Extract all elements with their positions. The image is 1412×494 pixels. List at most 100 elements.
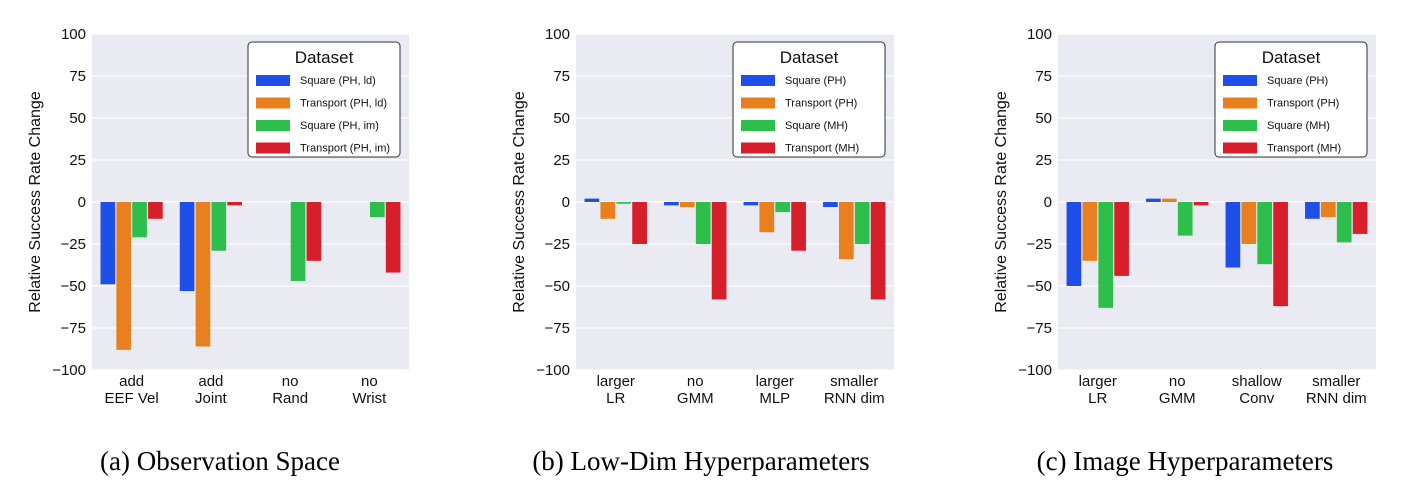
bar-3-4 bbox=[854, 202, 870, 244]
bar-3-2 bbox=[1177, 202, 1193, 236]
bar-3-2 bbox=[211, 202, 227, 251]
x-tick-label: LR bbox=[1088, 390, 1107, 407]
x-tick-label: larger bbox=[756, 373, 794, 390]
x-tick-label: larger bbox=[597, 373, 635, 390]
x-tick-label: RNN dim bbox=[1306, 390, 1367, 407]
bar-4-1 bbox=[1114, 202, 1129, 276]
y-tick-label: 25 bbox=[553, 152, 570, 169]
legend-entry: Square (PH, ld) bbox=[300, 75, 376, 87]
x-tick-label: MLP bbox=[759, 390, 790, 407]
x-tick-label: shallow bbox=[1232, 373, 1282, 390]
bar-3-1 bbox=[1098, 202, 1114, 308]
y-axis-label: Relative Success Rate Change bbox=[27, 91, 44, 313]
legend-title: Dataset bbox=[1262, 48, 1321, 67]
bar-3-2 bbox=[695, 202, 711, 244]
x-tick-label: Wrist bbox=[352, 390, 387, 407]
bar-2-4 bbox=[1320, 202, 1336, 218]
y-tick-label: 50 bbox=[553, 110, 570, 127]
y-tick-label: 100 bbox=[61, 26, 86, 43]
y-tick-label: 25 bbox=[69, 152, 86, 169]
bar-4-2 bbox=[227, 202, 242, 206]
caption: (b) Low-Dim Hyperparameters bbox=[532, 446, 869, 476]
y-tick-label: 0 bbox=[562, 194, 570, 211]
y-tick-label: −75 bbox=[545, 320, 570, 337]
x-tick-label: Conv bbox=[1239, 390, 1275, 407]
bar-4-2 bbox=[1193, 202, 1209, 206]
y-tick-label: 75 bbox=[1035, 68, 1052, 85]
bar-1-1 bbox=[1066, 202, 1082, 286]
bar-4-3 bbox=[306, 202, 322, 261]
bar-1-2 bbox=[179, 202, 195, 292]
y-axis-label: Relative Success Rate Change bbox=[993, 91, 1010, 313]
legend-title: Dataset bbox=[780, 48, 839, 67]
bar-2-2 bbox=[195, 202, 211, 347]
x-tick-label: smaller bbox=[1312, 373, 1360, 390]
legend-entry: Transport (PH) bbox=[785, 98, 857, 110]
x-tick-label: no bbox=[687, 373, 704, 390]
bar-1-4 bbox=[1305, 202, 1320, 219]
bar-1-1 bbox=[100, 202, 116, 285]
bar-1-4 bbox=[823, 202, 838, 208]
y-tick-label: 75 bbox=[69, 68, 86, 85]
x-tick-label: EEF Vel bbox=[105, 390, 159, 407]
legend: Dataset Square (PH) Transport (PH) Square (… bbox=[1214, 41, 1368, 158]
y-tick-label: −100 bbox=[1018, 362, 1052, 379]
legend-entry: Transport (PH, im) bbox=[300, 143, 390, 155]
y-tick-label: 50 bbox=[1035, 110, 1052, 127]
x-tick-label: Rand bbox=[272, 390, 308, 407]
y-tick-label: 25 bbox=[1035, 152, 1052, 169]
y-tick-label: −50 bbox=[545, 278, 570, 295]
legend-swatch bbox=[256, 75, 290, 86]
bar-2-1 bbox=[1082, 202, 1098, 261]
y-tick-label: −25 bbox=[61, 236, 86, 253]
bar-4-4 bbox=[385, 202, 401, 273]
y-tick-label: 0 bbox=[1044, 194, 1052, 211]
bar-4-3 bbox=[791, 202, 806, 251]
y-tick-label: −100 bbox=[52, 362, 86, 379]
legend-swatch bbox=[256, 120, 290, 131]
bar-2-3 bbox=[1241, 202, 1257, 244]
bar-1-1 bbox=[584, 198, 600, 202]
bar-3-1 bbox=[616, 202, 632, 204]
x-tick-label: no bbox=[1169, 373, 1186, 390]
legend-entry: Transport (MH) bbox=[785, 143, 859, 155]
legend-entry: Square (MH) bbox=[785, 120, 848, 132]
x-tick-label: RNN dim bbox=[824, 390, 885, 407]
y-tick-label: −50 bbox=[1027, 278, 1052, 295]
legend-swatch bbox=[741, 97, 775, 109]
bar-3-4 bbox=[1336, 202, 1352, 243]
bar-4-2 bbox=[711, 202, 727, 300]
caption: (c) Image Hyperparameters bbox=[1037, 446, 1334, 476]
x-tick-label: add bbox=[119, 373, 144, 390]
bar-3-1 bbox=[132, 202, 147, 238]
y-tick-label: 50 bbox=[69, 110, 86, 127]
x-tick-label: no bbox=[361, 373, 378, 390]
caption: (a) Observation Space bbox=[100, 446, 340, 476]
bar-4-3 bbox=[1273, 202, 1288, 307]
legend-entry: Square (PH, im) bbox=[300, 120, 379, 132]
bar-2-1 bbox=[600, 202, 616, 219]
legend: Dataset Square (PH) Transport (PH) Square (… bbox=[732, 41, 886, 158]
bar-3-4 bbox=[369, 202, 385, 218]
chart-panel-2: 100 75 50 25 0 −25 −50 −75 −100 Relative Success … bbox=[511, 26, 894, 476]
bar-2-2 bbox=[1161, 198, 1177, 202]
y-axis-label: Relative Success Rate Change bbox=[511, 91, 528, 313]
x-tick-label: LR bbox=[606, 390, 625, 407]
bar-2-4 bbox=[838, 202, 854, 260]
y-tick-label: −75 bbox=[61, 320, 86, 337]
bar-1-2 bbox=[664, 202, 679, 206]
chart-panel-1: 100 75 50 25 0 −25 −50 −75 −100 Relative Success … bbox=[27, 26, 409, 476]
legend-entry: Transport (PH) bbox=[1267, 98, 1339, 110]
legend-swatch bbox=[1223, 142, 1257, 154]
legend-entry: Transport (PH, ld) bbox=[300, 98, 387, 110]
legend-title: Dataset bbox=[295, 48, 354, 67]
x-tick-label: add bbox=[198, 373, 223, 390]
legend-swatch bbox=[256, 97, 290, 109]
y-tick-label: −75 bbox=[1027, 320, 1052, 337]
legend-swatch bbox=[1223, 75, 1257, 86]
bar-2-3 bbox=[759, 202, 775, 233]
x-tick-label: smaller bbox=[830, 373, 878, 390]
bar-4-1 bbox=[632, 202, 647, 244]
legend-swatch bbox=[741, 142, 775, 154]
